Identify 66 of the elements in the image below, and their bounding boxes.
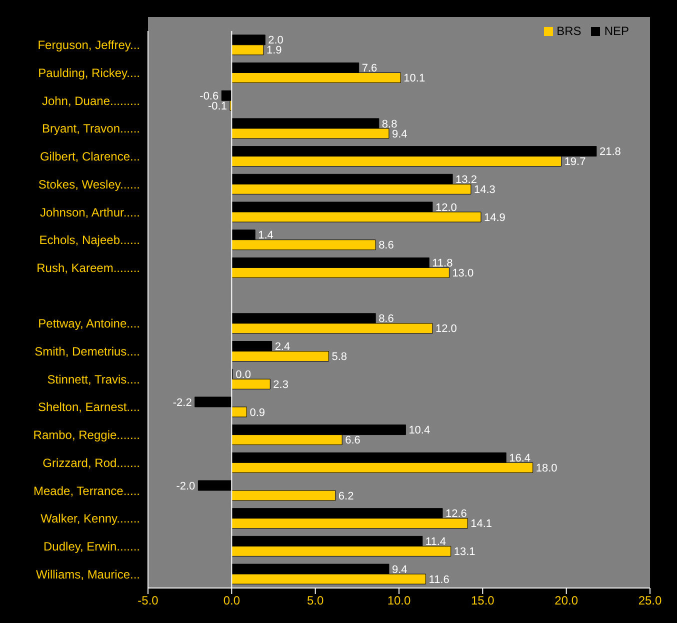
data-label: 13.1 [454,546,476,558]
data-label: 18.0 [536,462,558,474]
y-tick-label: Ferguson, Jeffrey... [38,38,140,52]
x-tick-label: 10.0 [387,594,411,608]
data-label: 11.8 [432,258,453,270]
data-label: 5.8 [332,351,348,364]
data-label: 21.8 [599,146,621,158]
data-label: 10.1 [404,72,426,85]
data-label: 6.2 [338,490,354,502]
x-tick-label: 0.0 [223,594,240,608]
data-label: -0.1 [208,100,227,112]
data-label: 0.0 [236,368,251,381]
data-label: 11.6 [428,574,450,586]
y-tick-label: Stokes, Wesley...... [38,177,140,192]
data-label: 1.4 [258,230,274,242]
data-label: 14.3 [474,184,496,196]
y-tick-label: Stinnett, Travis.... [47,372,140,386]
y-tick-label: Paulding, Rickey.... [38,66,140,80]
data-label: 14.9 [484,212,506,224]
x-tick-label: -5.0 [138,594,159,608]
data-label: -2.0 [176,480,196,492]
y-tick-label: Gilbert, Clarence... [40,150,140,164]
data-label: -0.6 [200,90,219,102]
y-tick-label: Johnson, Arthur..... [40,205,140,220]
y-tick-label: Shelton, Earnest.... [38,400,140,414]
data-label: 2.3 [273,378,288,391]
data-label: 1.9 [266,44,282,57]
data-label: -2.2 [172,396,192,409]
x-tick-label: 25.0 [638,594,662,608]
data-label: 11.4 [425,536,446,548]
data-label: 13.2 [456,174,477,186]
data-label: 7.6 [362,62,378,75]
data-label: 6.6 [345,434,360,447]
y-tick-label: Smith, Demetrius.... [34,344,140,359]
y-tick-label: Walker, Kenny....... [40,512,140,526]
y-tick-label: John, Duane......... [42,94,140,108]
data-label: 12.6 [446,508,467,520]
data-label: 10.4 [408,424,430,437]
data-label: 13.0 [452,268,474,280]
data-label: 2.0 [268,34,284,47]
data-label: 8.6 [378,240,394,252]
x-tick-label: 20.0 [554,594,578,608]
y-tick-label: Rambo, Reggie....... [33,428,140,442]
data-label: 14.1 [470,518,492,530]
x-tick-label: 15.0 [470,594,495,608]
legend-label: BRS [556,24,582,38]
data-label: 19.7 [564,156,586,168]
y-tick-label: Bryant, Travon...... [42,122,140,136]
x-tick-label: 5.0 [306,594,324,608]
y-tick-label: Rush, Kareem........ [36,260,140,275]
data-label: 12.0 [435,202,457,214]
data-label: 16.4 [509,452,531,464]
y-tick-label: Grizzard, Rod....... [42,456,140,470]
data-label: 2.4 [274,341,290,354]
data-label: 9.4 [392,564,408,576]
y-tick-label: Echols, Najeeb...... [39,233,140,248]
y-tick-label: Williams, Maurice... [36,567,140,582]
legend-label: NEP [604,24,629,38]
data-label: 0.9 [250,406,266,419]
y-tick-label: Pettway, Antoine.... [38,316,140,331]
data-label: 12.0 [435,323,457,336]
y-tick-label: Meade, Terrance..... [34,484,140,498]
data-label: 9.4 [392,128,408,140]
y-tick-label: Dudley, Erwin....... [44,539,140,554]
data-label: 8.6 [378,313,394,326]
data-label: 8.8 [382,118,398,130]
